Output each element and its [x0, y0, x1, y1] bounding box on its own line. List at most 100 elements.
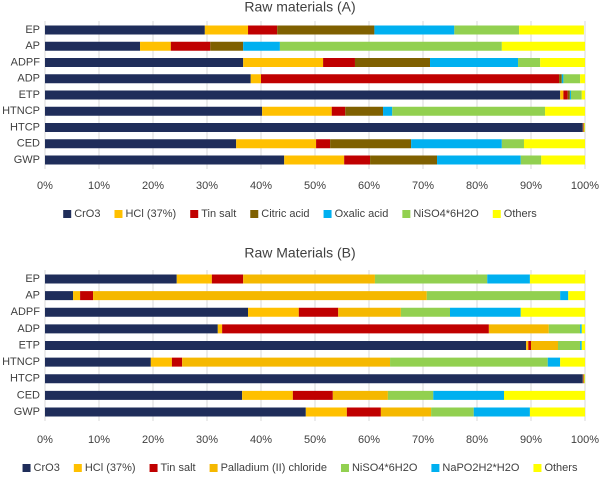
legend-label: Palladium (II) chloride [221, 462, 327, 474]
y-tick-label: HTNCP [2, 105, 40, 117]
bar-segment [450, 307, 521, 317]
bar-segment [284, 155, 345, 165]
bar-segment [262, 106, 332, 116]
x-tick-label: 60% [358, 180, 380, 192]
y-tick-label: ADP [17, 323, 40, 335]
x-tick-label: 30% [196, 180, 218, 192]
bar-segment [45, 123, 583, 132]
y-tick-label: CED [17, 138, 40, 150]
x-tick-label: 60% [358, 434, 380, 446]
x-tick-label: 20% [142, 180, 164, 192]
legend-label: HCl (37%) [125, 208, 176, 220]
legend-swatch [73, 464, 82, 472]
bar-segment [501, 41, 585, 51]
bar-segment [541, 155, 585, 165]
legend-swatch [209, 464, 218, 472]
y-tick-label: HTCP [10, 373, 40, 385]
legend-label: Oxalic acid [335, 208, 389, 220]
bar-segment [45, 106, 263, 116]
bar-segment [210, 41, 244, 51]
bar-segment [520, 155, 542, 165]
bar-segment [581, 341, 585, 350]
bar-segment [411, 139, 502, 149]
y-tick-label: AP [25, 290, 40, 302]
bar-segment [45, 291, 74, 301]
bar-segment [560, 357, 585, 367]
bar-segment [581, 90, 585, 100]
bar-segment [582, 123, 584, 132]
bar-segment [529, 274, 585, 284]
x-tick-label: 90% [520, 180, 542, 192]
bar-segment [170, 41, 211, 51]
bar-segment [45, 139, 237, 149]
x-tick-label: 80% [466, 434, 488, 446]
y-tick-label: HTNCP [2, 356, 40, 368]
legend-swatch [340, 464, 349, 472]
bar-segment [217, 324, 223, 334]
legend-label: Others [504, 208, 538, 220]
bar-segment [45, 357, 151, 367]
bar-segment [560, 90, 564, 100]
bar-segment [316, 139, 331, 149]
bar-segment [383, 106, 393, 116]
bar-segment [171, 357, 183, 367]
legend-label: Tin salt [201, 208, 236, 220]
legend-swatch [250, 210, 259, 218]
legend-swatch [63, 210, 72, 218]
bar-segment [523, 139, 585, 149]
bar-segment [548, 324, 581, 334]
bar-segment [488, 324, 549, 334]
bar-segment [204, 25, 249, 35]
bar-segment [580, 74, 585, 84]
bar-segment [454, 25, 520, 35]
bar-segment [581, 324, 585, 334]
bar-segment [211, 274, 244, 284]
bar-segment [501, 139, 524, 149]
bar-segment [569, 90, 571, 100]
bar-segment [473, 407, 530, 417]
bar-segment [520, 307, 585, 317]
bar-segment [433, 390, 504, 400]
bar-segment [563, 74, 581, 84]
bar-segment [583, 374, 585, 384]
legend-label: CrO3 [74, 208, 100, 220]
bar-segment [487, 274, 530, 284]
bar-segment [370, 155, 438, 165]
bar-segment [45, 324, 218, 334]
y-tick-label: GWP [14, 406, 40, 418]
legend-label: Tin salt [161, 462, 196, 474]
legend-swatch [190, 210, 199, 218]
x-tick-label: 10% [88, 180, 110, 192]
bar-segment [243, 274, 375, 284]
bar-segment [45, 307, 249, 317]
y-tick-label: CED [17, 389, 40, 401]
legend-label: NiSO4*6H2O [352, 462, 418, 474]
bar-segment [332, 390, 388, 400]
legend-label: Others [544, 462, 578, 474]
legend-swatch [431, 464, 440, 472]
bar-segment [248, 307, 299, 317]
y-tick-label: EP [25, 273, 40, 285]
x-tick-label: 10% [88, 434, 110, 446]
bar-segment [330, 139, 412, 149]
x-tick-label: 70% [412, 180, 434, 192]
x-tick-label: 50% [304, 180, 326, 192]
bar-segment [584, 374, 585, 384]
bar-segment [45, 407, 306, 417]
bar-segment [526, 341, 529, 350]
bar-segment [338, 307, 401, 317]
bar-segment [560, 291, 569, 301]
bar-segment [248, 25, 278, 35]
bar-segment [563, 90, 568, 100]
bar-segment [580, 341, 582, 350]
bar-segment [518, 58, 541, 67]
bar-segment [93, 291, 427, 301]
bar-segment [45, 155, 285, 165]
x-tick-label: 80% [466, 180, 488, 192]
legend-label: HCl (37%) [85, 462, 136, 474]
bar-segment [292, 390, 333, 400]
legend-label: Citric acid [261, 208, 309, 220]
x-tick-label: 100% [571, 180, 599, 192]
bar-segment [390, 357, 548, 367]
bar-segment [176, 274, 212, 284]
